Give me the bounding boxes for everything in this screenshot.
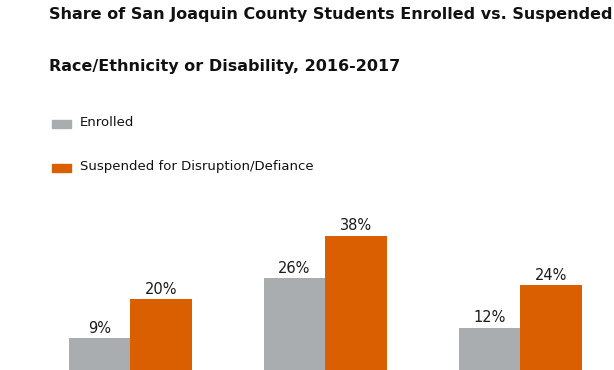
Bar (521, 285, 582, 370)
Text: 12%: 12% (473, 310, 506, 325)
Text: Share of San Joaquin County Students Enrolled vs. Suspended for Defiance by: Share of San Joaquin County Students Enr… (49, 7, 614, 23)
Text: 24%: 24% (535, 268, 567, 283)
Text: 38%: 38% (340, 218, 372, 233)
Bar (69, 338, 130, 370)
Text: Enrolled: Enrolled (80, 115, 134, 129)
Text: 26%: 26% (278, 260, 311, 276)
Bar (130, 299, 192, 370)
Text: Suspended for Disruption/Defiance: Suspended for Disruption/Defiance (80, 160, 313, 173)
Bar (263, 278, 325, 370)
Text: Race/Ethnicity or Disability, 2016-2017: Race/Ethnicity or Disability, 2016-2017 (49, 59, 400, 74)
Text: 9%: 9% (88, 321, 111, 336)
Bar (325, 236, 387, 370)
Bar (459, 327, 521, 370)
Text: 20%: 20% (145, 282, 177, 297)
